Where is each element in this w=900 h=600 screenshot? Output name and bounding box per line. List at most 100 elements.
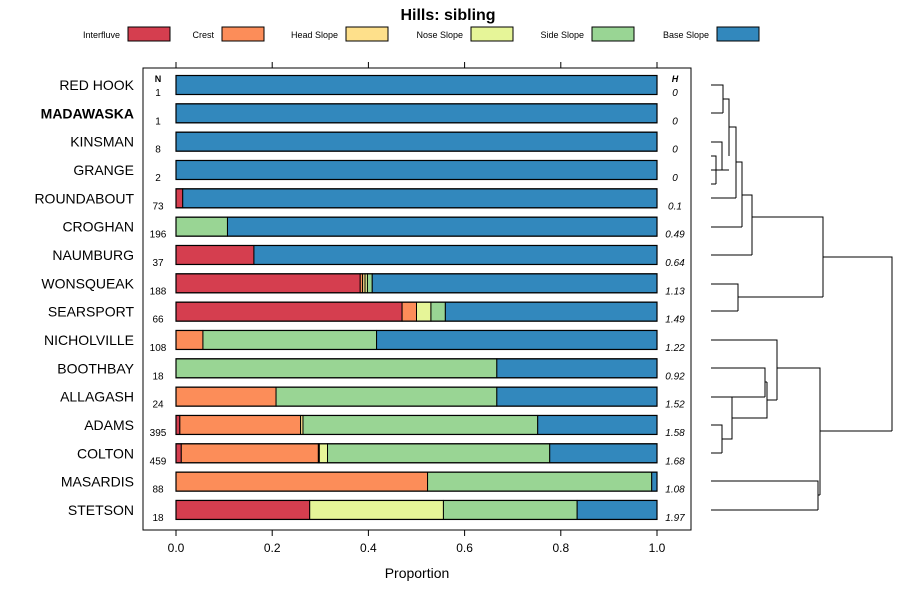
dendrogram-branch [711, 84, 724, 114]
bar-segment [175, 273, 361, 294]
dendrogram-branch [711, 194, 753, 256]
h-value: 1.97 [665, 513, 685, 524]
bar-row [175, 471, 658, 492]
bar-row [175, 131, 658, 152]
bar-outline [175, 471, 658, 492]
bar-row [175, 159, 658, 181]
x-tick-label: 0.6 [456, 541, 473, 555]
bar-segment [226, 216, 658, 237]
row-label: NICHOLVILLE [44, 332, 134, 348]
row-label: ALLAGASH [60, 389, 134, 405]
bar-outline [175, 103, 658, 124]
bar-segment [496, 386, 658, 407]
dendrogram-branch [711, 367, 766, 398]
bar-row [175, 414, 658, 436]
row-label: BOOTHBAY [57, 360, 134, 376]
n-value: 88 [152, 485, 164, 496]
dendrogram-root [820, 256, 893, 432]
bar-segment [309, 499, 444, 520]
row-label: SEARSPORT [48, 304, 135, 320]
row-label: ADAMS [84, 417, 134, 433]
bar-segment [179, 414, 302, 435]
bar-segment [175, 244, 255, 265]
x-tick-label: 0.8 [552, 541, 569, 555]
row-label: MADAWASKA [41, 105, 134, 121]
bar-segment [576, 499, 658, 520]
dendrogram-branch [716, 98, 730, 171]
bar-segment [182, 188, 658, 209]
legend-swatch [470, 26, 514, 42]
bar-row [175, 443, 658, 464]
bar-segment [430, 301, 446, 322]
legend: Interfluve Crest Head Slope Nose Slope Side … [83, 26, 760, 42]
h-value: 1.58 [665, 428, 685, 439]
h-value: 0 [672, 116, 678, 127]
bar-segment [175, 216, 228, 237]
bar-segment [175, 188, 184, 209]
n-value: 196 [150, 230, 167, 241]
bar-outline [175, 188, 658, 209]
dendrogram-branch [711, 283, 739, 312]
legend-label: Base Slope [663, 30, 709, 40]
bar-segment [175, 358, 498, 379]
dendrogram-branch [732, 381, 768, 419]
bar-segment [175, 329, 204, 350]
dendrogram [711, 84, 893, 511]
bar-segment [549, 443, 658, 464]
n-value: 24 [152, 400, 164, 411]
bar-segment [175, 159, 658, 180]
row-label: MASARDIS [61, 474, 134, 490]
h-value: 0.49 [665, 230, 685, 241]
bar-row [175, 499, 658, 521]
bar-outline [175, 244, 658, 266]
h-value: 1.52 [665, 400, 685, 411]
n-value: 18 [152, 371, 164, 382]
bar-row [175, 74, 658, 96]
h-value: 0.64 [665, 258, 685, 269]
dendrogram-branch [711, 155, 717, 185]
h-value: 1.13 [665, 286, 685, 297]
bar-segment [427, 471, 653, 492]
dendrogram-branch [711, 480, 819, 511]
row-label: KINSMAN [70, 134, 134, 150]
row-label: WONSQUEAK [41, 275, 134, 291]
row-label: COLTON [77, 445, 134, 461]
x-tick-label: 0.2 [264, 541, 281, 555]
bar-segment [175, 301, 403, 322]
n-value: 2 [155, 173, 161, 184]
bar-outline [175, 329, 658, 351]
bar-segment [180, 443, 319, 464]
bar-segment [416, 301, 432, 322]
bar-segment [175, 131, 658, 152]
bar-outline [175, 386, 658, 407]
h-value: 1.08 [665, 485, 685, 496]
bar-row [175, 188, 658, 209]
legend-swatch [716, 26, 760, 42]
bar-row [175, 358, 658, 379]
bar-segment [327, 443, 551, 464]
legend-label: Side Slope [540, 30, 584, 40]
n-value: 108 [150, 343, 167, 354]
bar-segment [175, 75, 658, 95]
h-value: 0 [672, 88, 678, 99]
dendrogram-branch [738, 216, 824, 298]
bar-row [175, 329, 658, 351]
row-label: STETSON [68, 502, 134, 518]
h-value: 0.92 [665, 371, 685, 382]
dendrogram-branch [711, 126, 737, 199]
row-label: CROGHAN [62, 219, 134, 235]
h-column-header: H [672, 74, 679, 84]
bar-row [175, 244, 658, 266]
n-value: 1 [155, 88, 161, 99]
bar-segment [376, 329, 658, 350]
bar-segment [175, 103, 658, 124]
h-value: 1.49 [665, 315, 685, 326]
row-labels: RED HOOK MADAWASKA KINSMAN GRANGE ROUNDABOUT… [34, 77, 134, 518]
bar-outline [175, 159, 658, 181]
bar-row [175, 103, 658, 124]
bar-outline [175, 131, 658, 152]
h-values: 0 0 0 0 0.1 0.49 0.64 1.13 1.49 1.22 0.92 1.52 1.58 1… [665, 88, 685, 524]
bar-segment [202, 329, 378, 350]
